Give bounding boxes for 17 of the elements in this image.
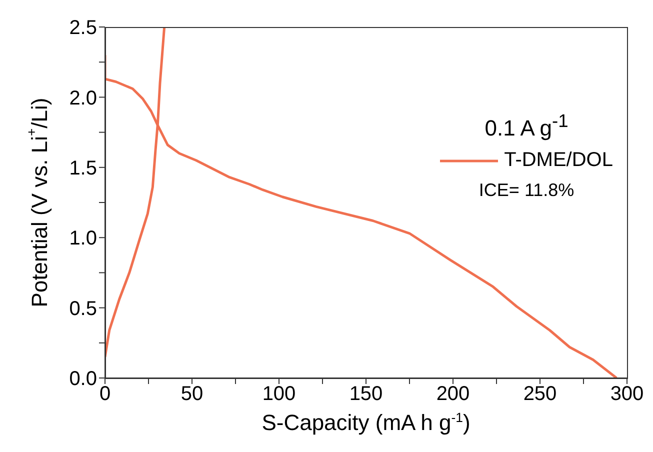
- legend-title: 0.1 A g$^{-1}$: [484, 110, 570, 142]
- x-tick-label: 0: [99, 383, 111, 406]
- annotation: ICE= 11.8%: [478, 180, 576, 202]
- y-tick-label: 2.5: [69, 17, 97, 40]
- y-tick-label: 2.0: [69, 87, 97, 110]
- x-tick-label: 50: [180, 383, 204, 406]
- x-tick-label: 200: [436, 383, 470, 406]
- legend-label: T-DME/DOL: [504, 149, 613, 172]
- y-tick-label: 1.5: [69, 158, 97, 180]
- x-axis-title: S-Capacity (mA h g$^{-1}$): [262, 410, 470, 435]
- y-tick-label: 0.5: [69, 298, 97, 320]
- x-tick-label: 150: [349, 383, 383, 406]
- x-tick-label: 100: [262, 383, 296, 406]
- x-tick-label: 250: [523, 383, 557, 406]
- y-tick-label: 0.0: [69, 368, 97, 390]
- y-tick-label: 1.0: [69, 228, 97, 250]
- x-tick-label: 300: [610, 383, 644, 406]
